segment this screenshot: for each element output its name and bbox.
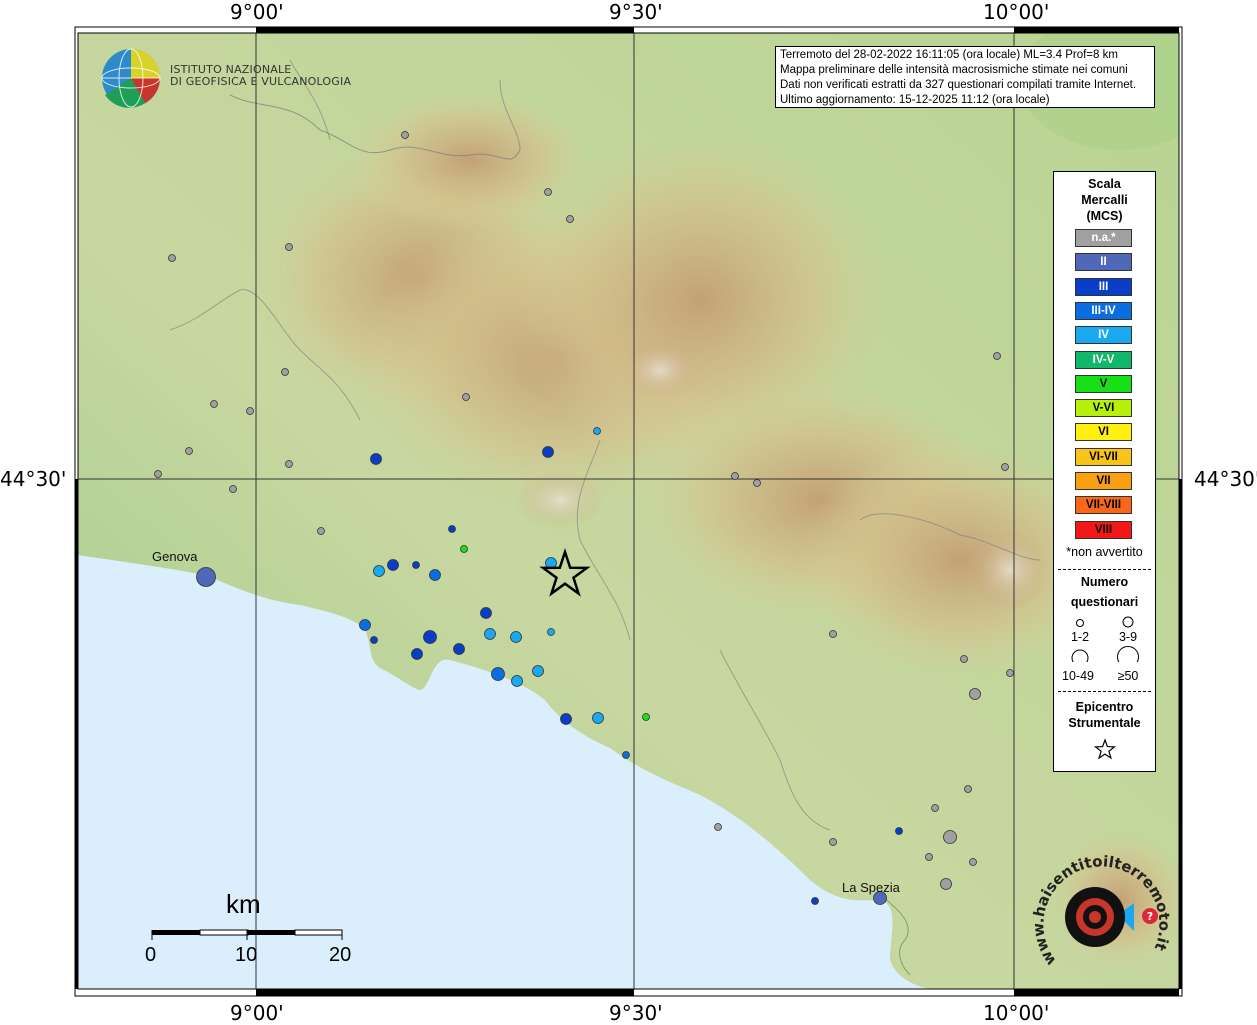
- lon-label-bottom-9-30: 9°30': [609, 1001, 663, 1025]
- event-info-line-2: Mappa preliminare delle intensità macros…: [780, 64, 1128, 76]
- institute-line-1: ISTITUTO NAZIONALE: [170, 63, 292, 76]
- epicenter-heading: Epicentro Strumentale: [1054, 699, 1155, 731]
- event-info-line-4: Ultimo aggiornamento: 15-12-2025 11:12 (…: [780, 94, 1050, 106]
- legend-swatch-vi-vii: VI-VII: [1075, 447, 1132, 466]
- legend-swatch-vii: VII: [1075, 472, 1132, 490]
- terrain: [78, 33, 1179, 989]
- epicenter-star: [539, 548, 591, 597]
- scale-bar: [151, 929, 343, 940]
- mcs-legend: Scala Mercalli (MCS) n.a.* II III III-IV IV I…: [1053, 171, 1156, 772]
- lat-label-left: 44°30': [0, 467, 67, 491]
- legend-swatch-vi: VI: [1075, 423, 1132, 442]
- legend-swatch-iv: IV: [1075, 326, 1132, 345]
- city-label-la-spezia: La Spezia: [842, 880, 900, 895]
- lon-label-top-9-30: 9°30': [609, 0, 663, 24]
- questionari-heading-line-2: questionari: [1070, 595, 1139, 609]
- questionari-caption-3-9: 3-9: [1118, 630, 1138, 644]
- legend-swatch-n-a-: n.a.*: [1075, 229, 1132, 247]
- questionari-caption-50-plus: ≥50: [1117, 669, 1139, 683]
- lon-label-bottom-10-00: 10°00': [983, 1001, 1050, 1025]
- questionari-caption-10-49: 10-49: [1062, 669, 1094, 683]
- legend-swatch-iv-v: IV-V: [1075, 350, 1132, 369]
- map-frame: [74, 26, 1183, 997]
- legend-swatch-iii-iv: III-IV: [1075, 301, 1132, 320]
- legend-star-icon: [1094, 738, 1116, 760]
- logo-globe: [101, 48, 161, 108]
- event-info-line-3: Dati non verificati estratti da 327 ques…: [780, 79, 1137, 91]
- questionari-heading-line-1: Numero: [1080, 575, 1129, 589]
- city-label-genova: Genova: [152, 549, 198, 564]
- questionari-size-symbols: [1071, 616, 1139, 662]
- epicenter-heading-line-2: Strumentale: [1068, 716, 1141, 730]
- legend-title-line-1: Scala: [1088, 177, 1121, 191]
- legend-swatch-vii-viii: VII-VIII: [1075, 496, 1132, 515]
- svg-text:www.haisentitoilterremoto.it: www.haisentitoilterremoto.it: [1030, 855, 1174, 969]
- legend-title: Scala Mercalli (MCS): [1054, 176, 1155, 224]
- lat-label-right: 44°30': [1194, 467, 1257, 491]
- legend-separator-2: [1058, 691, 1151, 692]
- svg-text:?: ?: [1147, 910, 1153, 923]
- scale-tick-20: 20: [329, 944, 352, 966]
- brand-url-logo: www.haisentitoilterremoto.it: [1030, 855, 1174, 969]
- event-info-line-1: Terremoto del 28-02-2022 16:11:05 (ora l…: [780, 49, 1118, 61]
- epicenter-heading-line-1: Epicentro: [1075, 700, 1134, 714]
- legend-swatch-ii: II: [1075, 253, 1132, 272]
- legend-swatch-v-vi: V-VI: [1075, 399, 1132, 418]
- legend-swatch-v: V: [1075, 374, 1132, 393]
- scale-tick-0: 0: [145, 944, 157, 966]
- questionari-caption-1-2: 1-2: [1070, 630, 1090, 644]
- felt-report-points: [154, 131, 1014, 905]
- questionari-heading: Numero questionari: [1054, 572, 1155, 612]
- legend-title-line-2: Mercalli: [1081, 193, 1128, 207]
- brand-logo-mark: ?: [1065, 887, 1158, 947]
- legend-swatch-iii: III: [1075, 277, 1132, 296]
- event-info-box: Terremoto del 28-02-2022 16:11:05 (ora l…: [775, 46, 1155, 108]
- lon-label-top-10-00: 10°00': [983, 0, 1050, 24]
- institute-line-2: DI GEOFISICA E VULCANOLOGIA: [170, 75, 352, 88]
- graticule: [78, 33, 1179, 989]
- institute-name: ISTITUTO NAZIONALE DI GEOFISICA E VULCAN…: [170, 64, 351, 88]
- legend-swatch-viii: VIII: [1075, 520, 1132, 539]
- lon-label-bottom-9-00: 9°00': [230, 1001, 284, 1025]
- legend-title-line-3: (MCS): [1086, 209, 1123, 223]
- legend-separator: [1058, 569, 1151, 570]
- legend-not-felt-note: *non avvertito: [1066, 545, 1143, 559]
- brand-url-text: www.haisentitoilterremoto.it: [1030, 855, 1174, 969]
- scale-unit-label: km: [226, 889, 261, 919]
- lon-label-top-9-00: 9°00': [230, 0, 284, 24]
- scale-tick-10: 10: [235, 944, 258, 966]
